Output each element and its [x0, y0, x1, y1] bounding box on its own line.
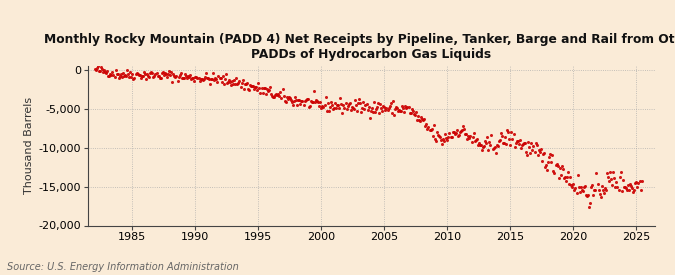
Y-axis label: Thousand Barrels: Thousand Barrels: [24, 97, 34, 194]
Text: Source: U.S. Energy Information Administration: Source: U.S. Energy Information Administ…: [7, 262, 238, 272]
Title: Monthly Rocky Mountain (PADD 4) Net Receipts by Pipeline, Tanker, Barge and Rail: Monthly Rocky Mountain (PADD 4) Net Rece…: [45, 33, 675, 61]
